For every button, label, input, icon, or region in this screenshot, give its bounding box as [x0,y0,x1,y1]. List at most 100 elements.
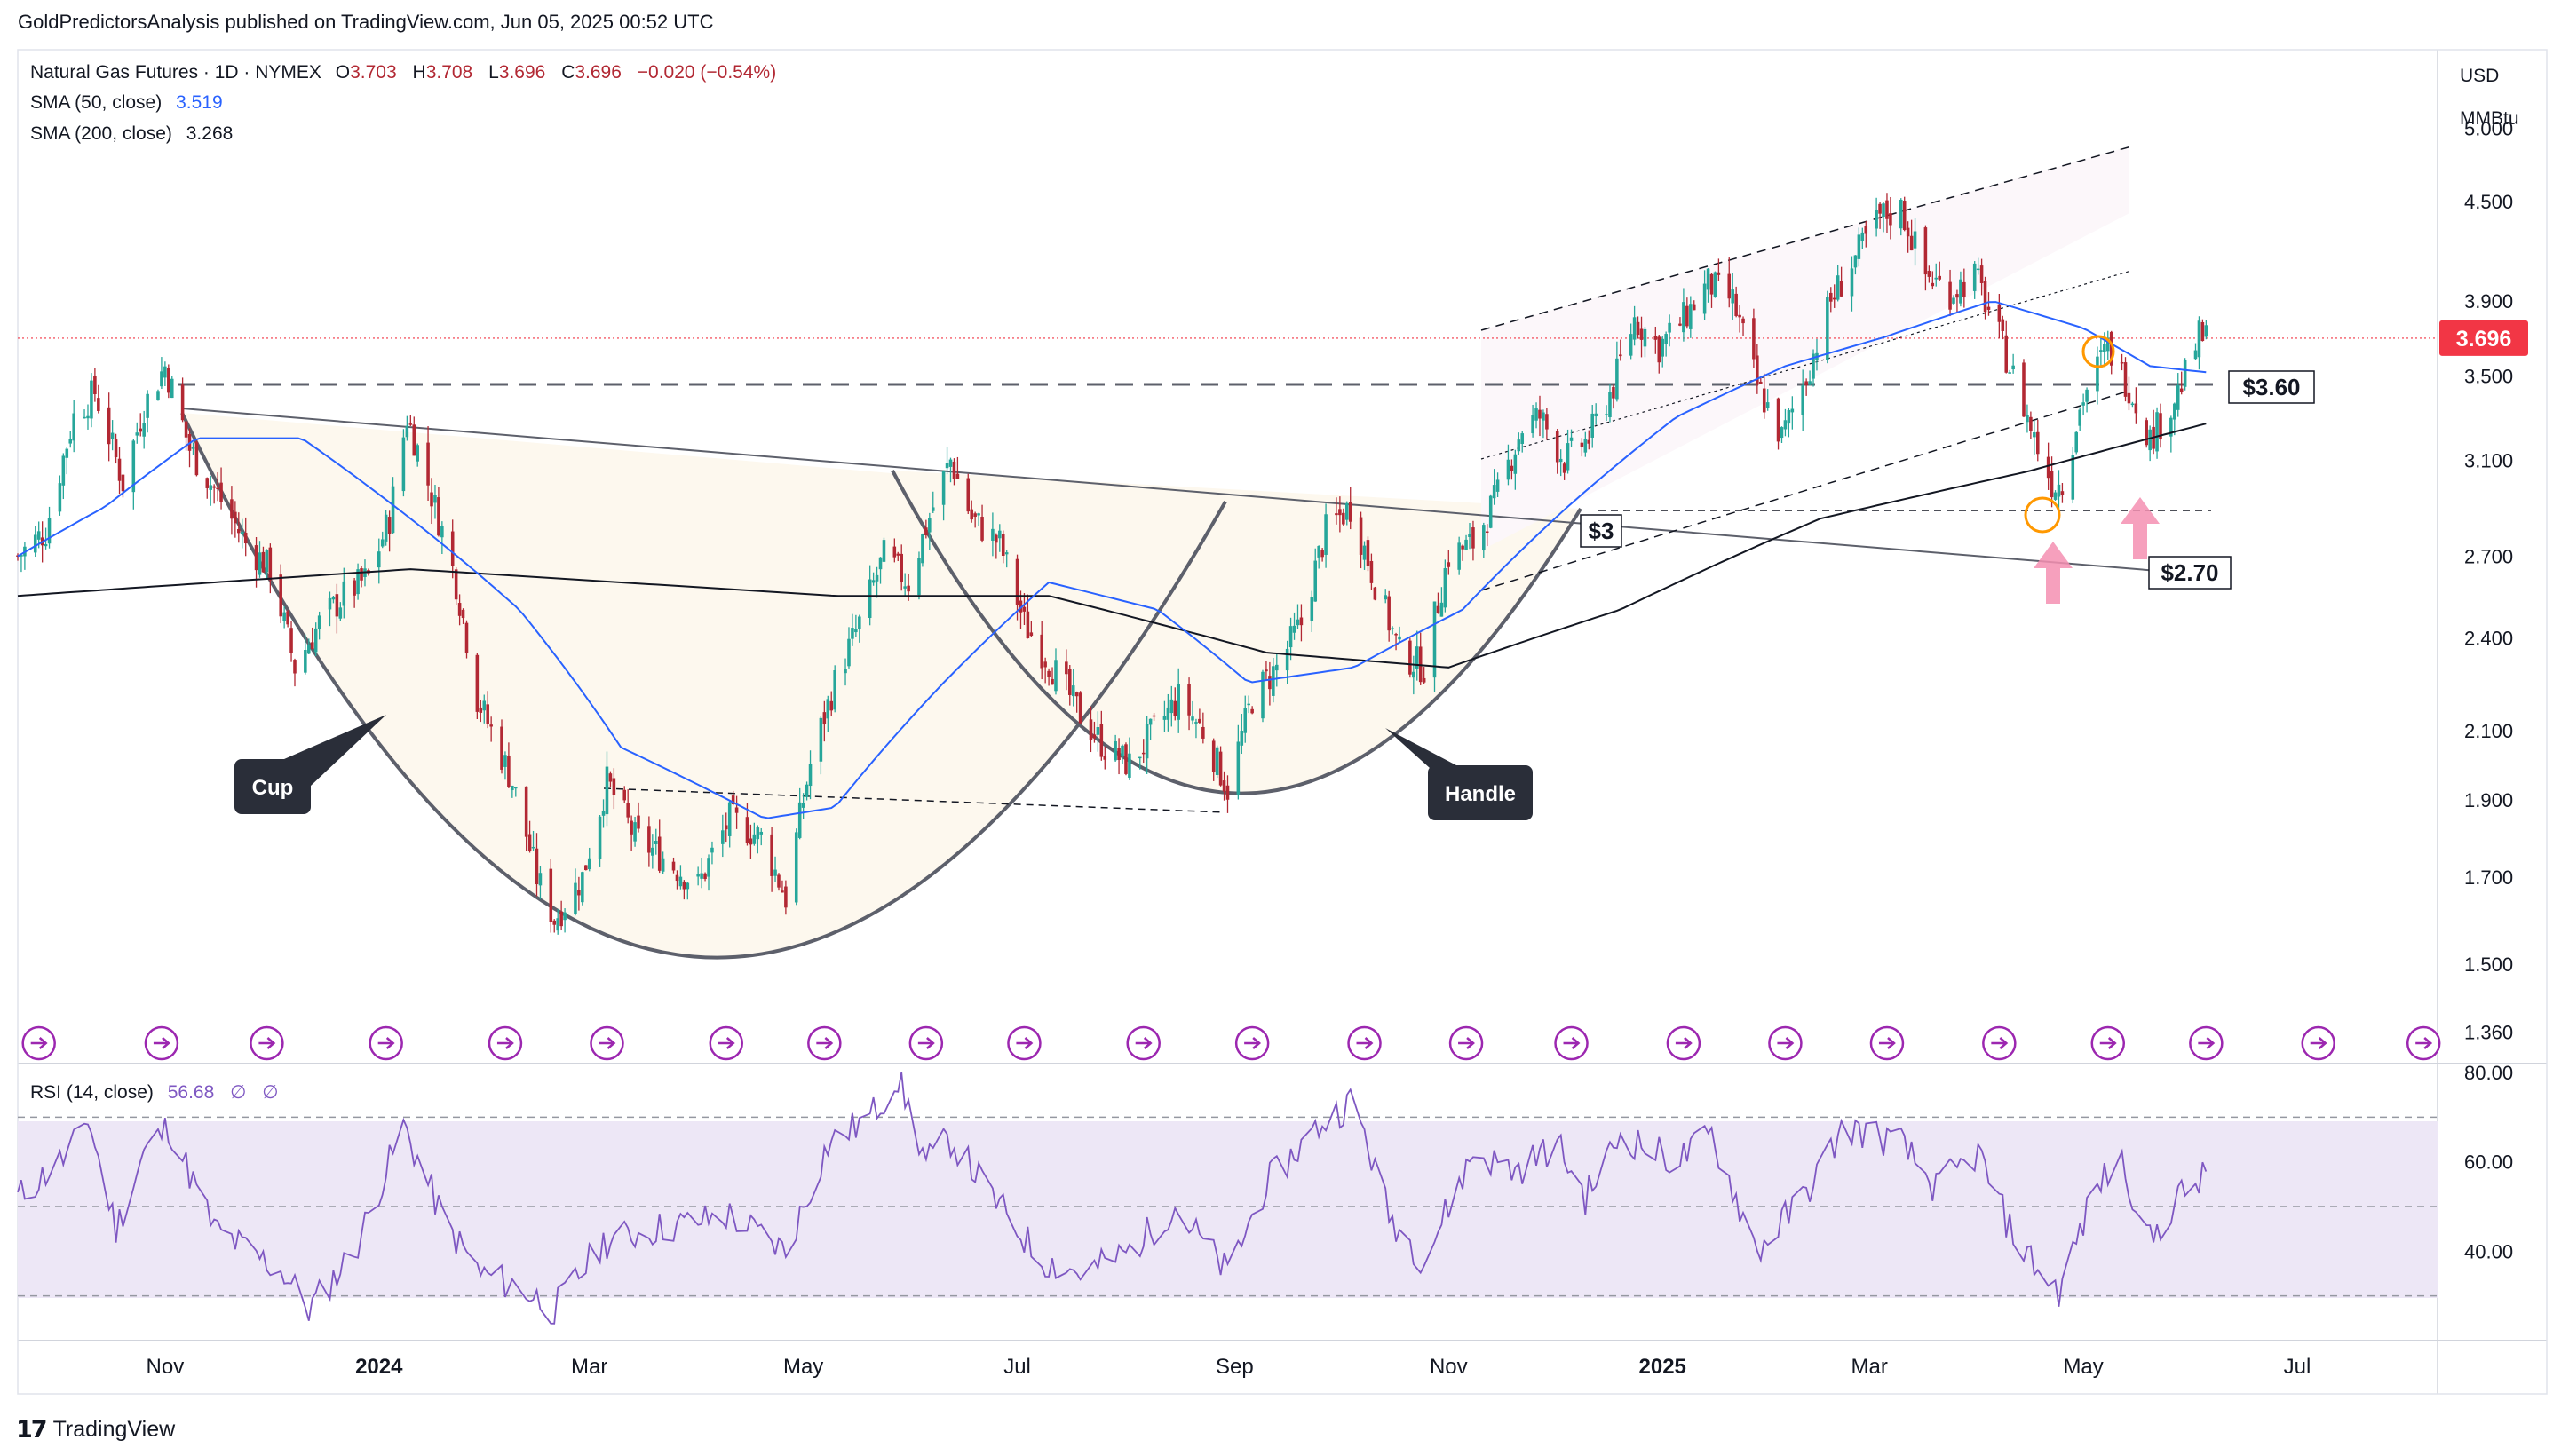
handle-label-box [1428,765,1533,820]
candle-body [212,486,216,488]
sma50-line [17,301,2207,819]
candle-body [1583,438,1588,453]
time-tick-label: Mar [571,1355,607,1379]
sma200-legend[interactable]: SMA (200, close) 3.268 [30,123,233,145]
symbol-legend[interactable]: Natural Gas Futures · 1D · NYMEX O3.703 … [30,62,787,83]
candle-body [1653,336,1658,340]
candle-body [1471,527,1475,549]
candle-body [970,509,973,520]
candle-body [1218,751,1223,786]
candle-body [44,543,48,547]
candle-body [875,574,879,582]
candle-body [2085,389,2089,402]
candle-body [1639,328,1644,340]
candle-body [1902,201,1907,231]
candle-body [1335,513,1338,516]
candle-body [313,628,318,653]
event-marker-icon [2090,1025,2126,1061]
candle-body [647,826,651,853]
candle-body [1885,200,1889,219]
candle-body [549,868,553,922]
candle-body [1986,306,1991,310]
candle-body [622,789,627,801]
candle-body [1485,531,1489,534]
candle-body [2060,491,2065,495]
sma200-label: SMA (200, close) [30,123,172,144]
sma50-legend[interactable]: SMA (50, close) 3.519 [30,92,223,114]
candle-body [752,834,757,844]
rsi-value: 56.68 [167,1082,215,1103]
event-icon-arrow [917,1037,935,1049]
candle-body [1169,699,1174,714]
candle-body [1344,502,1349,520]
candle-body [1250,708,1254,714]
candle-body [1215,747,1219,775]
candle-body [317,615,321,629]
candle-body [2120,362,2124,364]
candle-body [401,437,406,492]
candle-body [1004,552,1009,555]
candle-body [777,874,781,888]
candle-body [2148,429,2152,451]
candle-body [1566,443,1570,471]
candle-body [205,478,210,488]
candle-body [131,440,136,493]
candle-body [703,873,707,880]
event-icon-arrow [1356,1037,1374,1049]
candle-body [1534,408,1538,421]
candle-body [1955,294,1959,298]
candle-body [524,786,528,837]
candle-body [1983,281,1987,313]
candle-body [878,557,883,570]
event-marker-icon [1007,1025,1042,1061]
candle-body [559,911,563,927]
candle-body [2130,403,2135,406]
candle-body [2134,403,2138,414]
candle-body [2071,455,2075,500]
candle-body [1103,756,1107,760]
candle-body [1468,534,1471,537]
event-marker-icon [1554,1025,1589,1061]
candle-body [601,811,606,816]
rsi-label: RSI (14, close) [30,1082,154,1103]
candle-body [1054,660,1058,692]
candle-body [1043,661,1047,668]
candle-body [163,366,167,378]
candle-body [2155,412,2159,452]
candle-body [991,528,995,541]
candle-body [1394,634,1398,636]
candle-body [829,700,834,711]
candle-body [727,802,732,836]
rsi-legend[interactable]: RSI (14, close) 56.68 ∅ ∅ [30,1081,279,1104]
candle-body [416,445,419,462]
candle-body [781,890,784,893]
candle-body [268,547,273,581]
time-tick-label: Jul [2284,1355,2311,1379]
publisher-line: GoldPredictorsAnalysis published on Trad… [18,11,714,33]
channel-mid-line [1480,270,2132,460]
candle-body [682,881,686,890]
tradingview-footer[interactable]: 𝟭𝟳 TradingView [16,1416,175,1444]
candle-body [146,393,149,418]
candle-body [527,834,532,851]
candle-body [1506,459,1510,480]
candle-body [973,513,977,518]
candle-body [581,872,584,903]
candle-body [461,609,465,619]
candle-body [2197,320,2201,358]
event-icon-arrow [1878,1037,1896,1049]
candle-body [1889,213,1892,226]
level-3-label: $3 [1589,518,1614,544]
candle-body [1121,745,1124,756]
candle-body [826,699,830,719]
candle-body [1342,512,1345,525]
candle-body [1615,358,1619,400]
candle-body [1152,715,1156,717]
event-icon-arrow [599,1037,616,1049]
event-icon-arrow [2099,1037,2117,1049]
candle-body [1668,322,1671,333]
candle-body [1040,634,1043,669]
rsi-tick-label: 40.00 [2464,1240,2513,1262]
candle-body [2200,321,2205,342]
candle-body [1191,716,1194,721]
